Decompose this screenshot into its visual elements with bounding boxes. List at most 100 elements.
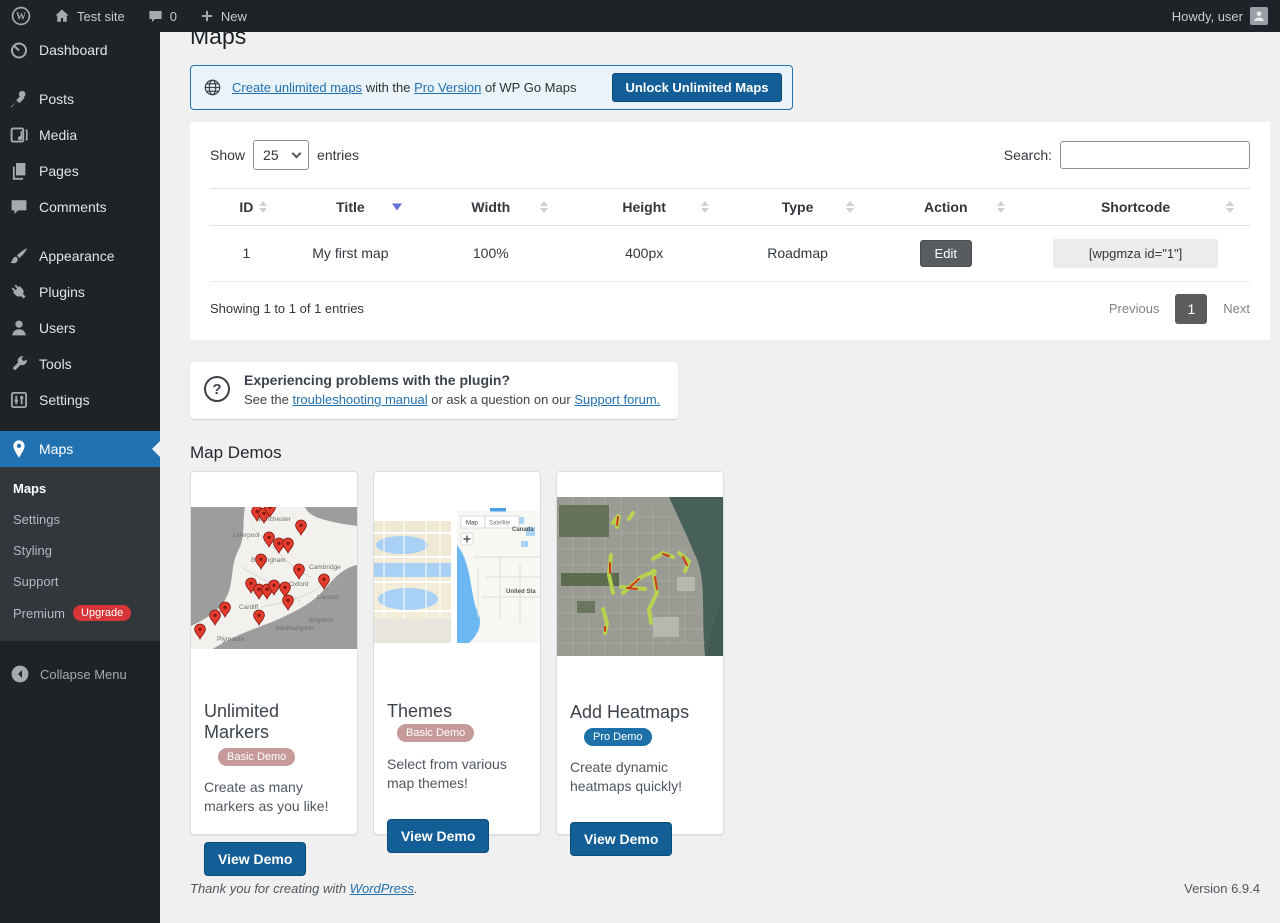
card-title: Add Heatmaps xyxy=(570,701,690,722)
troubleshooting-manual-link[interactable]: troubleshooting manual xyxy=(292,391,428,407)
cell-title: My first map xyxy=(282,225,418,282)
notice-text: Create unlimited maps with the Pro Versi… xyxy=(232,80,576,95)
column-header-height[interactable]: Height xyxy=(563,187,725,226)
sidebar-item-users[interactable]: Users xyxy=(0,310,160,346)
troubleshooting-text: Experiencing problems with the plugin? S… xyxy=(244,372,660,407)
per-page-select[interactable]: 25 xyxy=(253,139,310,170)
sidebar-label: Tools xyxy=(39,356,72,372)
howdy-user-link[interactable]: Howdy, user xyxy=(1171,8,1243,24)
sidebar-item-maps[interactable]: Maps xyxy=(0,431,160,467)
shortcode-value[interactable]: [wpgmza id="1"] xyxy=(1053,238,1219,268)
or-ask-text: or ask a question on our xyxy=(431,391,571,407)
view-demo-button[interactable]: View Demo xyxy=(204,841,307,876)
submenu-label: Settings xyxy=(13,512,60,527)
column-header-shortcode[interactable]: Shortcode xyxy=(1021,187,1250,226)
current-page-button[interactable]: 1 xyxy=(1175,293,1208,324)
map-label: Birmingham xyxy=(251,557,286,564)
support-forum-link[interactable]: Support forum. xyxy=(574,391,661,407)
home-icon xyxy=(55,9,69,22)
notice-text-with: with the xyxy=(365,79,411,95)
collapse-arrow-icon xyxy=(11,665,29,683)
comments-menu[interactable]: 0 xyxy=(136,0,188,32)
per-page-value: 25 xyxy=(263,146,279,163)
table-row: 1 My first map 100% 400px Roadmap Edit [… xyxy=(210,225,1250,282)
sort-icon xyxy=(700,200,709,213)
sidebar-label: Posts xyxy=(39,91,75,107)
cell-id: 1 xyxy=(210,225,283,282)
view-demo-button[interactable]: View Demo xyxy=(570,821,673,856)
pagination: Previous 1 Next xyxy=(1108,293,1250,324)
column-header-title[interactable]: Title xyxy=(282,187,418,226)
collapse-label: Collapse Menu xyxy=(40,666,127,682)
map-label: Southampton xyxy=(275,625,314,632)
wordpress-link[interactable]: WordPress xyxy=(349,880,414,896)
map-label: Cardiff xyxy=(239,604,258,611)
globe-icon xyxy=(204,79,221,96)
comments-icon xyxy=(11,200,27,214)
edit-button[interactable]: Edit xyxy=(919,239,972,267)
sidebar-label: Maps xyxy=(39,441,74,457)
maps-table: ID Title Width Height Type Action Shortc… xyxy=(210,187,1250,282)
wordpress-logo-menu[interactable]: W xyxy=(0,0,42,32)
submenu-item-premium[interactable]: Premium Upgrade xyxy=(0,597,160,629)
pro-version-link[interactable]: Pro Version xyxy=(414,79,482,95)
wordpress-logo-letter: W xyxy=(16,12,26,23)
sidebar-item-plugins[interactable]: Plugins xyxy=(0,274,160,310)
card-body: Themes Basic Demo Select from various map… xyxy=(374,701,540,853)
create-unlimited-maps-link[interactable]: Create unlimited maps xyxy=(232,79,363,95)
sidebar-item-settings[interactable]: Settings xyxy=(0,382,160,418)
dashboard-icon xyxy=(11,42,27,59)
badge-row: Basic Demo xyxy=(218,747,344,766)
site-name-label: Test site xyxy=(77,8,125,24)
satellite-button-label: Satellite xyxy=(489,520,511,526)
site-name-menu[interactable]: Test site xyxy=(42,0,136,32)
map-demos-heading: Map Demos xyxy=(190,442,282,462)
admin-bar: W Test site 0 New Howdy, user xyxy=(0,0,1280,32)
sidebar-item-dashboard[interactable]: Dashboard xyxy=(0,32,160,68)
sort-icon xyxy=(539,200,548,213)
submenu-item-maps[interactable]: Maps xyxy=(0,473,160,504)
sidebar-item-media[interactable]: Media xyxy=(0,117,160,153)
sidebar-item-comments[interactable]: Comments xyxy=(0,189,160,225)
search-input[interactable] xyxy=(1060,140,1250,169)
page-length-control: Show 25 entries xyxy=(210,139,359,170)
sidebar-item-pages[interactable]: Pages xyxy=(0,153,160,189)
chevron-down-icon xyxy=(291,148,302,159)
wordpress-logo-icon: W xyxy=(11,6,31,26)
sidebar-item-tools[interactable]: Tools xyxy=(0,346,160,382)
sidebar-item-appearance[interactable]: Appearance xyxy=(0,238,160,274)
next-page-button[interactable]: Next xyxy=(1223,301,1250,317)
submenu-item-support[interactable]: Support xyxy=(0,566,160,597)
show-label: Show xyxy=(210,146,246,163)
pushpin-icon xyxy=(10,90,26,108)
column-label: Title xyxy=(336,198,365,215)
column-header-width[interactable]: Width xyxy=(417,187,564,226)
settings-icon xyxy=(11,392,27,408)
unlock-unlimited-maps-button[interactable]: Unlock Unlimited Maps xyxy=(612,72,782,102)
previous-page-button[interactable]: Previous xyxy=(1108,301,1160,317)
admin-sidebar: Dashboard Posts Media Pages Comments App… xyxy=(0,32,160,923)
card-description: Create dynamic heatmaps quickly! xyxy=(570,759,683,795)
pro-upsell-notice: Create unlimited maps with the Pro Versi… xyxy=(190,64,793,110)
heatmap-satellite-image xyxy=(557,496,723,656)
column-header-type[interactable]: Type xyxy=(724,187,871,226)
cell-width: 100% xyxy=(417,225,564,282)
card-title: Themes Basic Demo xyxy=(387,701,527,743)
map-label: Plymouth xyxy=(217,636,244,643)
sidebar-label: Dashboard xyxy=(39,42,108,58)
notice-text-of: of WP Go Maps xyxy=(484,79,577,95)
sort-icon xyxy=(1226,200,1234,213)
cell-height: 400px xyxy=(563,225,725,282)
view-demo-button[interactable]: View Demo xyxy=(387,818,490,853)
new-content-menu[interactable]: New xyxy=(188,0,258,32)
submenu-item-styling[interactable]: Styling xyxy=(0,535,160,566)
column-header-action[interactable]: Action xyxy=(870,187,1022,226)
user-avatar[interactable] xyxy=(1250,7,1268,25)
column-header-id[interactable]: ID xyxy=(210,187,283,226)
maps-table-panel: Show 25 entries Search: ID Title xyxy=(190,121,1270,340)
troubleshooting-card: ? Experiencing problems with the plugin?… xyxy=(190,361,679,419)
sort-icon xyxy=(846,200,855,213)
submenu-item-settings[interactable]: Settings xyxy=(0,504,160,535)
sidebar-item-posts[interactable]: Posts xyxy=(0,81,160,117)
collapse-menu-button[interactable]: Collapse Menu xyxy=(0,655,160,693)
